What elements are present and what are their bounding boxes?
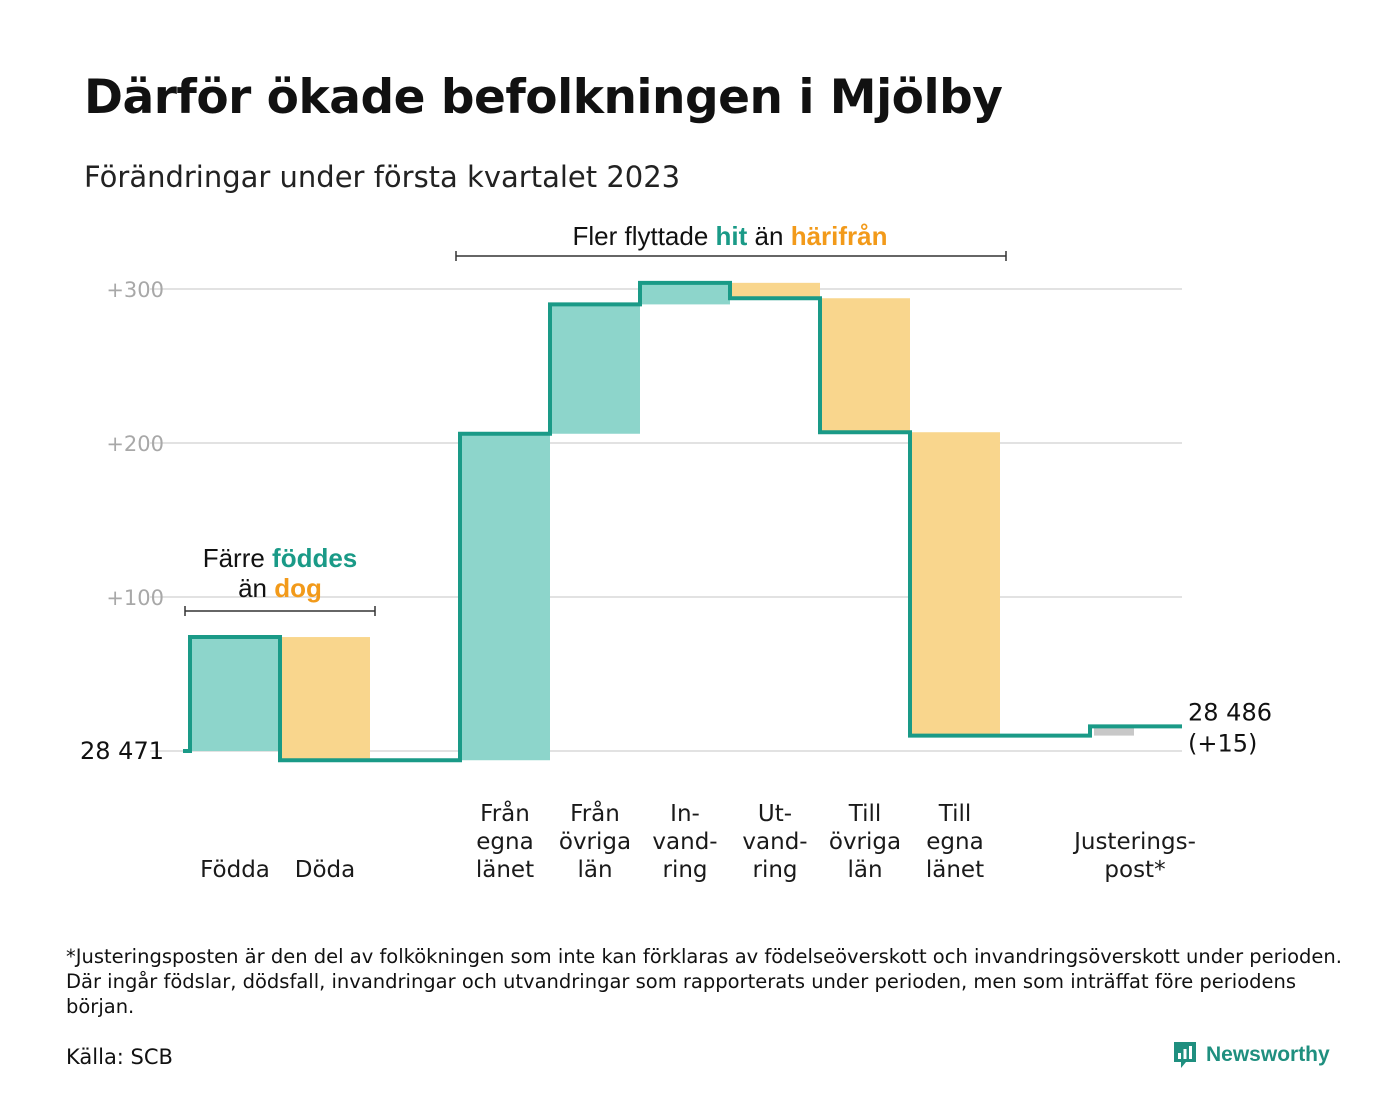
category-label: vand-	[742, 829, 807, 855]
category-label: län	[847, 857, 882, 883]
births-bracket	[184, 606, 376, 616]
bar-decrease	[910, 432, 1000, 736]
chart-subtitle: Förändringar under första kvartalet 2023	[84, 160, 681, 194]
category-label: övriga	[559, 829, 631, 855]
births-annotation-line2: än dog	[238, 573, 322, 603]
chart-title: Därför ökade befolkningen i Mjölby	[84, 70, 1003, 125]
category-label: egna	[476, 829, 533, 855]
bar-increase	[190, 637, 280, 751]
category-label: In-	[670, 801, 700, 827]
deaths-annotation-highlight: dog	[274, 573, 322, 603]
bar-decrease	[820, 298, 910, 433]
newsworthy-logo-icon	[1174, 1042, 1196, 1068]
bar-adjustment	[1094, 726, 1134, 736]
end-change-label: (+15)	[1188, 729, 1257, 757]
category-label: Ut-	[758, 801, 792, 827]
migration-annotation-highlight-in: hit	[716, 221, 748, 251]
bar-increase	[640, 282, 730, 305]
migration-annotation-highlight-out: härifrån	[791, 221, 888, 251]
category-label: Från	[480, 799, 530, 827]
births-annotation-text: Färre	[203, 543, 272, 573]
migration-bracket	[455, 251, 1007, 261]
migration-annotation: Fler flyttade hit än härifrån	[572, 221, 887, 251]
source-label: Källa: SCB	[66, 1045, 173, 1069]
y-tick-label: +300	[106, 278, 164, 302]
category-label: Från	[570, 799, 620, 827]
category-label: övriga	[829, 829, 901, 855]
bars	[190, 282, 1134, 761]
category-label: Födda	[200, 857, 270, 883]
category-label: post*	[1104, 857, 1165, 883]
category-label: länet	[476, 857, 534, 883]
births-annotation-text: än	[238, 573, 274, 603]
category-label: Till	[848, 801, 882, 827]
start-value-label: 28 471	[80, 737, 164, 765]
end-value-label: 28 486	[1188, 698, 1272, 726]
category-label: egna	[926, 829, 983, 855]
step-line	[183, 280, 1182, 763]
brand-logo[interactable]: Newsworthy	[1172, 1040, 1330, 1070]
category-label: vand-	[652, 829, 717, 855]
migration-annotation-text: Fler flyttade	[572, 221, 715, 251]
y-tick-label: +200	[106, 432, 164, 456]
category-label: Döda	[295, 857, 355, 883]
footnote: *Justeringsposten är den del av folkökni…	[66, 945, 1342, 1018]
cumulative-step-line	[183, 280, 1182, 763]
category-label: ring	[752, 857, 797, 883]
category-label: Justerings-	[1072, 829, 1196, 855]
bar-decrease	[730, 282, 820, 299]
births-annotation-highlight: föddes	[272, 543, 357, 573]
bar-increase	[550, 304, 640, 434]
category-label: län	[577, 857, 612, 883]
migration-annotation-text: än	[747, 221, 790, 251]
brand-name: Newsworthy	[1206, 1043, 1330, 1066]
category-label: ring	[662, 857, 707, 883]
category-label: Till	[938, 801, 972, 827]
births-annotation-line1: Färre föddes	[203, 543, 358, 573]
category-label: länet	[926, 857, 984, 883]
bar-decrease	[280, 637, 370, 761]
bar-increase	[460, 433, 550, 761]
y-tick-label: +100	[106, 586, 164, 610]
